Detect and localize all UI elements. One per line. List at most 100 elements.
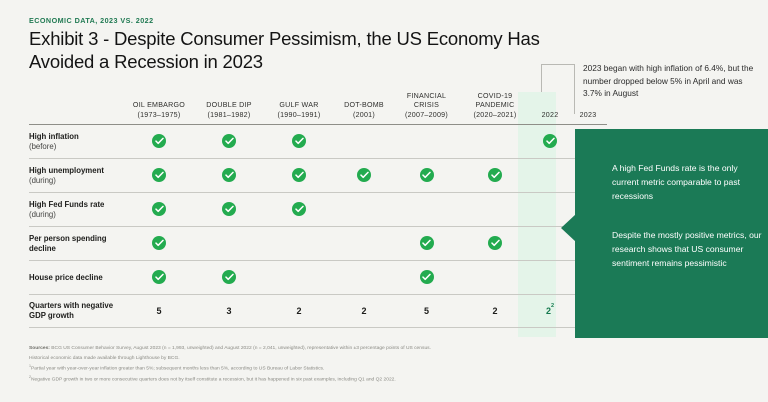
recession-comparison-table: OIL EMBARGO (1973–1975) DOUBLE DIP (1981… <box>29 92 607 328</box>
row-label-main: High unemployment <box>29 165 104 175</box>
cell-check <box>124 193 194 227</box>
check-icon <box>152 168 166 183</box>
cell-value: 2 <box>545 306 551 317</box>
table-header: OIL EMBARGO (1973–1975) DOUBLE DIP (1981… <box>29 92 607 125</box>
check-icon <box>222 270 236 285</box>
cell-empty <box>334 125 394 159</box>
cell-empty <box>531 159 569 193</box>
table-row: High inflation(before)1 <box>29 125 607 159</box>
footnote-1-marker: 1 <box>29 364 31 369</box>
check-icon <box>152 270 166 285</box>
cell-quarters-count: 5 <box>124 295 194 328</box>
header-row: OIL EMBARGO (1973–1975) DOUBLE DIP (1981… <box>29 92 607 125</box>
column-header-oil-embargo: OIL EMBARGO (1973–1975) <box>132 101 186 119</box>
column-header-2023: 2023 <box>579 110 597 119</box>
cell-empty <box>334 227 394 261</box>
cell-empty <box>194 227 264 261</box>
row-label-main: High Fed Funds rate <box>29 199 105 209</box>
callout-note: 2023 began with high inflation of 6.4%, … <box>583 63 754 99</box>
cell-empty <box>394 193 459 227</box>
cell-value: 2 <box>492 306 498 317</box>
cell-check <box>394 227 459 261</box>
footnote-sources: Sources: BCG US Consumer Behavior Survey… <box>29 344 574 354</box>
footnotes: Sources: BCG US Consumer Behavior Survey… <box>29 344 574 386</box>
footnote-2: 2Negative GDP growth in two or more cons… <box>29 374 574 385</box>
insight-paragraph-1: A high Fed Funds rate is the only curren… <box>612 163 741 201</box>
column-highlight-2023 <box>518 92 556 337</box>
table-row: High Fed Funds rate (during) <box>29 193 607 227</box>
cell-value: 3 <box>226 306 232 317</box>
cell-empty <box>394 125 459 159</box>
cell-empty <box>531 261 569 295</box>
cell-check <box>124 261 194 295</box>
footnote-1-text: Partial year with year-over-year inflati… <box>31 366 325 372</box>
insight-paragraph-2: Despite the mostly positive metrics, our… <box>612 230 762 268</box>
footnote-sources-label: Sources: <box>29 346 50 351</box>
header-corner <box>29 92 124 125</box>
check-icon <box>419 236 434 251</box>
cell-quarters-count: 22 <box>531 295 569 328</box>
footnote-2-marker: 2 <box>29 375 31 380</box>
row-label-totals: Quarters with negative GDP growth <box>29 301 114 321</box>
cell-check <box>124 125 194 159</box>
cell-empty <box>459 125 531 159</box>
cell-footnote-marker: 2 <box>550 303 555 310</box>
cell-empty <box>264 261 334 295</box>
check-icon <box>152 236 166 251</box>
callout-connector-vertical <box>541 64 542 106</box>
cell-empty <box>459 193 531 227</box>
cell-check <box>264 159 334 193</box>
panel-arrow-notch <box>561 214 576 242</box>
check-icon <box>419 168 434 183</box>
eyebrow-label: ECONOMIC DATA, 2023 VS. 2022 <box>29 16 154 25</box>
row-label-main: High inflation <box>29 131 79 141</box>
cell-check <box>124 159 194 193</box>
table-row: House price decline <box>29 261 607 295</box>
callout-rule <box>574 64 575 114</box>
row-label-main: House price decline <box>29 272 103 282</box>
cell-check <box>459 227 531 261</box>
cell-check <box>394 261 459 295</box>
cell-value: 5 <box>423 306 429 317</box>
cell-check <box>194 159 264 193</box>
column-header-2022: 2022 <box>541 110 559 119</box>
page-title: Exhibit 3 - Despite Consumer Pessimism, … <box>29 28 540 73</box>
cell-check <box>264 193 334 227</box>
cell-quarters-count: 5 <box>394 295 459 328</box>
check-icon <box>292 202 306 217</box>
row-label-sub: (during) <box>29 175 56 185</box>
row-label: High Fed Funds rate (during) <box>29 193 124 227</box>
cell-empty <box>334 193 394 227</box>
footnote-line2: Historical economic data made available … <box>29 355 180 361</box>
check-icon <box>543 134 557 149</box>
cell-empty <box>334 261 394 295</box>
callout-connector-horizontal <box>541 64 575 65</box>
column-header-dot-bomb: DOT-BOMB (2001) <box>344 101 384 119</box>
footnote-2-text: Negative GDP growth in two or more conse… <box>31 377 396 383</box>
cell-check <box>459 159 531 193</box>
cell-check <box>194 261 264 295</box>
check-icon <box>222 134 236 149</box>
cell-value: 2 <box>296 306 302 317</box>
row-label: High unemployment (during) <box>29 159 124 193</box>
row-label-main: Per person spending decline <box>29 233 107 253</box>
check-icon <box>292 134 306 149</box>
cell-empty <box>264 227 334 261</box>
check-icon <box>488 236 502 251</box>
table-row: High unemployment (during) <box>29 159 607 193</box>
check-icon <box>488 168 502 183</box>
row-label: High inflation (before) <box>29 125 124 159</box>
table-row-totals: Quarters with negative GDP growth 5 3 2 2 5 2 2… <box>29 295 607 328</box>
check-icon <box>222 202 236 217</box>
check-icon <box>419 270 434 285</box>
cell-check <box>334 159 394 193</box>
row-label: House price decline <box>29 261 124 295</box>
check-icon <box>152 202 166 217</box>
cell-check <box>194 125 264 159</box>
cell-check <box>264 125 334 159</box>
check-icon <box>152 134 166 149</box>
check-icon <box>357 168 371 183</box>
cell-quarters-count: 2 <box>334 295 394 328</box>
check-icon <box>292 168 306 183</box>
